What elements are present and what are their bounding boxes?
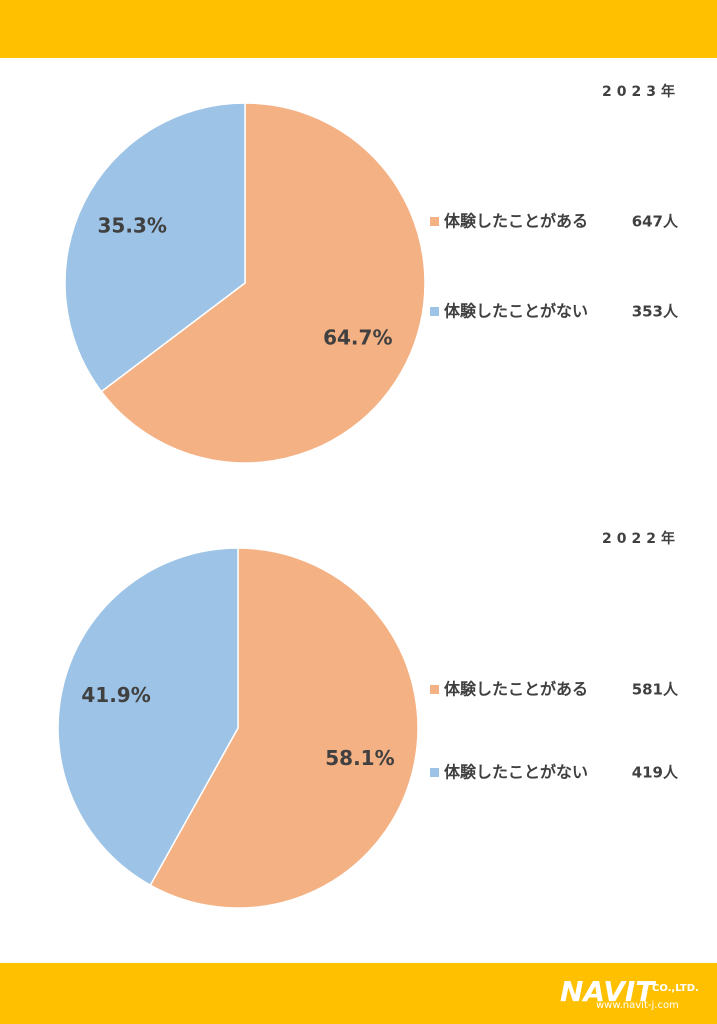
slice-label: 41.9% [81,683,150,707]
footer-band [0,963,717,1024]
legend-count: 647人 [632,213,679,231]
legend-swatch [430,217,439,226]
pie-slice [100,102,426,464]
legend-count: 581人 [632,681,679,699]
pie-slice [57,547,239,887]
legend-swatch [430,685,439,694]
legend-swatch [430,768,439,777]
slice-label: 35.3% [98,213,167,237]
legend-label: 体験したことがある [444,680,588,699]
legend-count: 419人 [632,764,679,782]
legend-label: 体験したことがある [444,212,588,231]
pie-slice [149,547,419,909]
pie-slice [64,102,246,393]
slice-label: 64.7% [323,326,392,350]
header-band [0,0,717,58]
company: CO.,LTD. [652,983,699,994]
legend-label: 体験したことがない [444,302,588,321]
legend-swatch [430,307,439,316]
slice-label: 58.1% [325,746,394,770]
chart-title: 2022年 [602,530,680,547]
legend-label: 体験したことがない [444,763,588,782]
logo: NAVIT [560,975,656,1008]
chart-title: 2023年 [602,83,680,100]
legend-count: 353人 [632,303,679,321]
url: www.navit-j.com [596,1000,679,1011]
